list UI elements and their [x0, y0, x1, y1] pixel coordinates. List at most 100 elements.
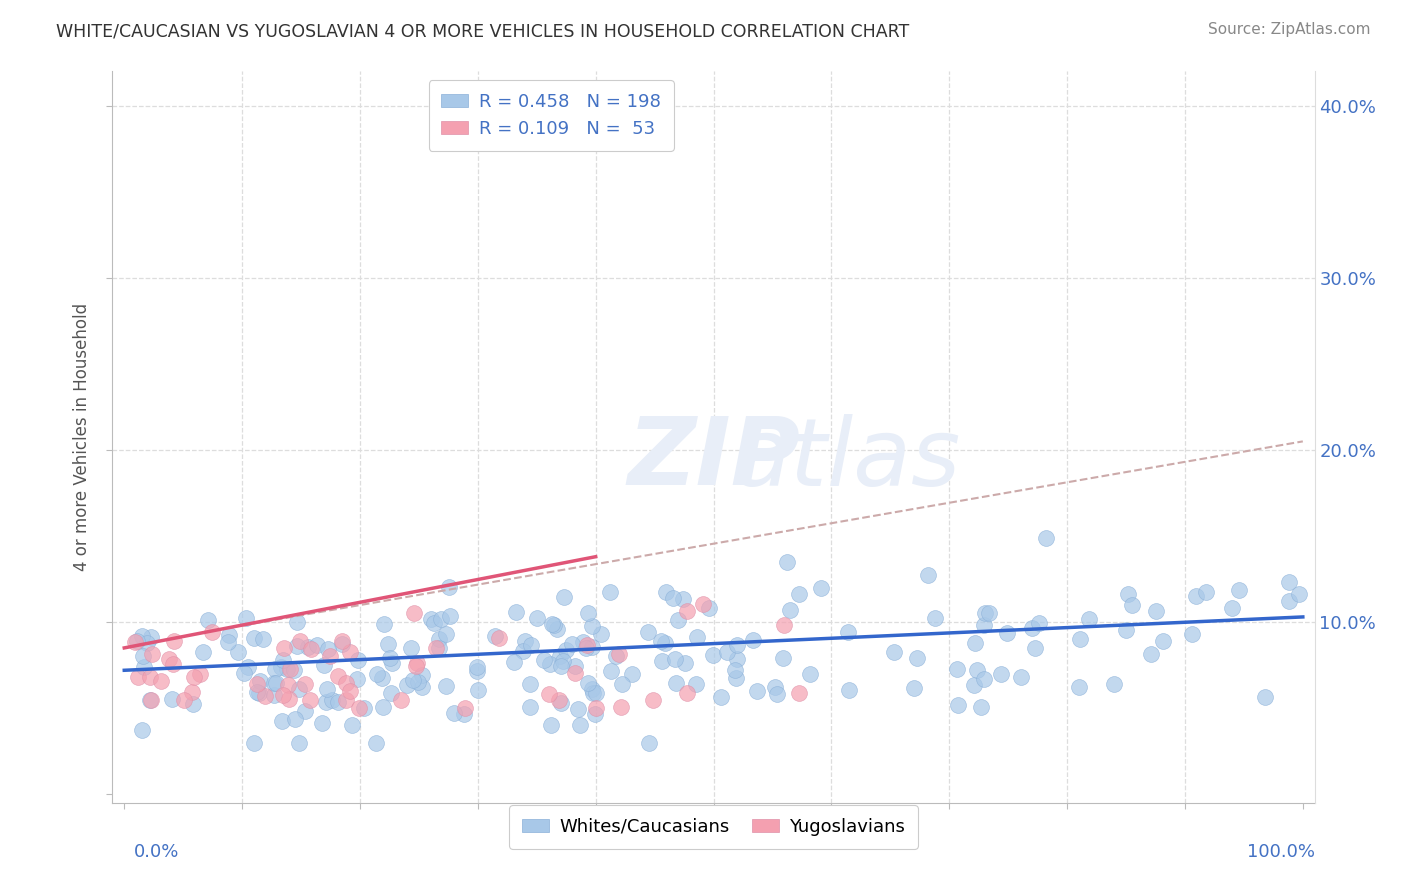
Point — [332, 637, 354, 651]
Text: WHITE/CAUCASIAN VS YUGOSLAVIAN 4 OR MORE VEHICLES IN HOUSEHOLD CORRELATION CHART: WHITE/CAUCASIAN VS YUGOSLAVIAN 4 OR MORE… — [56, 22, 910, 40]
Point — [585, 701, 607, 715]
Point — [377, 637, 399, 651]
Point — [160, 691, 183, 706]
Point — [519, 677, 541, 691]
Point — [402, 606, 425, 620]
Point — [546, 622, 568, 636]
Point — [411, 680, 433, 694]
Point — [637, 624, 659, 639]
Point — [299, 642, 322, 657]
Point — [347, 700, 370, 714]
Point — [283, 664, 305, 678]
Point — [665, 675, 688, 690]
Point — [763, 681, 786, 695]
Point — [638, 735, 661, 749]
Point — [676, 604, 699, 618]
Point — [837, 625, 859, 640]
Point — [271, 688, 294, 702]
Point — [1220, 601, 1243, 615]
Point — [124, 635, 146, 649]
Point — [321, 693, 343, 707]
Point — [233, 666, 256, 681]
Point — [505, 605, 527, 619]
Point — [1278, 575, 1301, 590]
Point — [371, 671, 394, 685]
Point — [576, 676, 599, 690]
Point — [550, 659, 572, 673]
Point — [395, 678, 418, 692]
Point — [538, 657, 561, 671]
Point — [1028, 615, 1050, 630]
Point — [423, 615, 446, 630]
Point — [127, 670, 149, 684]
Point — [697, 601, 720, 615]
Point — [995, 625, 1018, 640]
Point — [838, 682, 860, 697]
Text: 100.0%: 100.0% — [1247, 843, 1315, 861]
Point — [181, 697, 204, 711]
Point — [488, 631, 510, 645]
Point — [1278, 594, 1301, 608]
Point — [702, 648, 724, 662]
Point — [419, 612, 441, 626]
Text: ZIP: ZIP — [627, 413, 800, 505]
Point — [548, 649, 571, 664]
Point — [1181, 627, 1204, 641]
Point — [373, 616, 395, 631]
Point — [575, 640, 598, 655]
Point — [1011, 670, 1033, 684]
Point — [973, 617, 995, 632]
Point — [540, 718, 562, 732]
Point — [979, 606, 1001, 620]
Point — [963, 678, 986, 692]
Point — [235, 611, 257, 625]
Point — [686, 630, 709, 644]
Point — [294, 704, 316, 718]
Point — [353, 701, 375, 715]
Point — [799, 667, 821, 681]
Point — [1152, 634, 1174, 648]
Point — [314, 657, 336, 672]
Point — [543, 618, 565, 632]
Point — [641, 692, 664, 706]
Point — [288, 682, 311, 697]
Point — [484, 629, 506, 643]
Point — [131, 629, 153, 643]
Point — [439, 609, 461, 624]
Point — [277, 678, 299, 692]
Point — [716, 645, 738, 659]
Point — [773, 617, 796, 632]
Point — [246, 685, 269, 699]
Point — [576, 638, 599, 652]
Point — [366, 667, 388, 681]
Point — [173, 692, 195, 706]
Point — [157, 652, 180, 666]
Point — [924, 611, 946, 625]
Point — [512, 644, 534, 658]
Point — [554, 643, 576, 657]
Point — [1144, 603, 1167, 617]
Point — [315, 695, 337, 709]
Point — [581, 682, 603, 697]
Point — [1024, 640, 1046, 655]
Point — [725, 651, 748, 665]
Point — [273, 640, 295, 655]
Point — [125, 634, 148, 648]
Point — [339, 684, 361, 698]
Point — [243, 631, 266, 645]
Point — [311, 716, 333, 731]
Point — [443, 706, 465, 721]
Point — [217, 634, 239, 648]
Point — [316, 682, 339, 697]
Text: 0.0%: 0.0% — [134, 843, 179, 861]
Point — [238, 660, 260, 674]
Point — [1229, 582, 1251, 597]
Point — [583, 706, 606, 721]
Point — [567, 702, 589, 716]
Point — [297, 640, 319, 655]
Point — [434, 627, 457, 641]
Point — [600, 664, 623, 678]
Point — [550, 696, 572, 710]
Point — [381, 656, 404, 670]
Point — [520, 638, 543, 652]
